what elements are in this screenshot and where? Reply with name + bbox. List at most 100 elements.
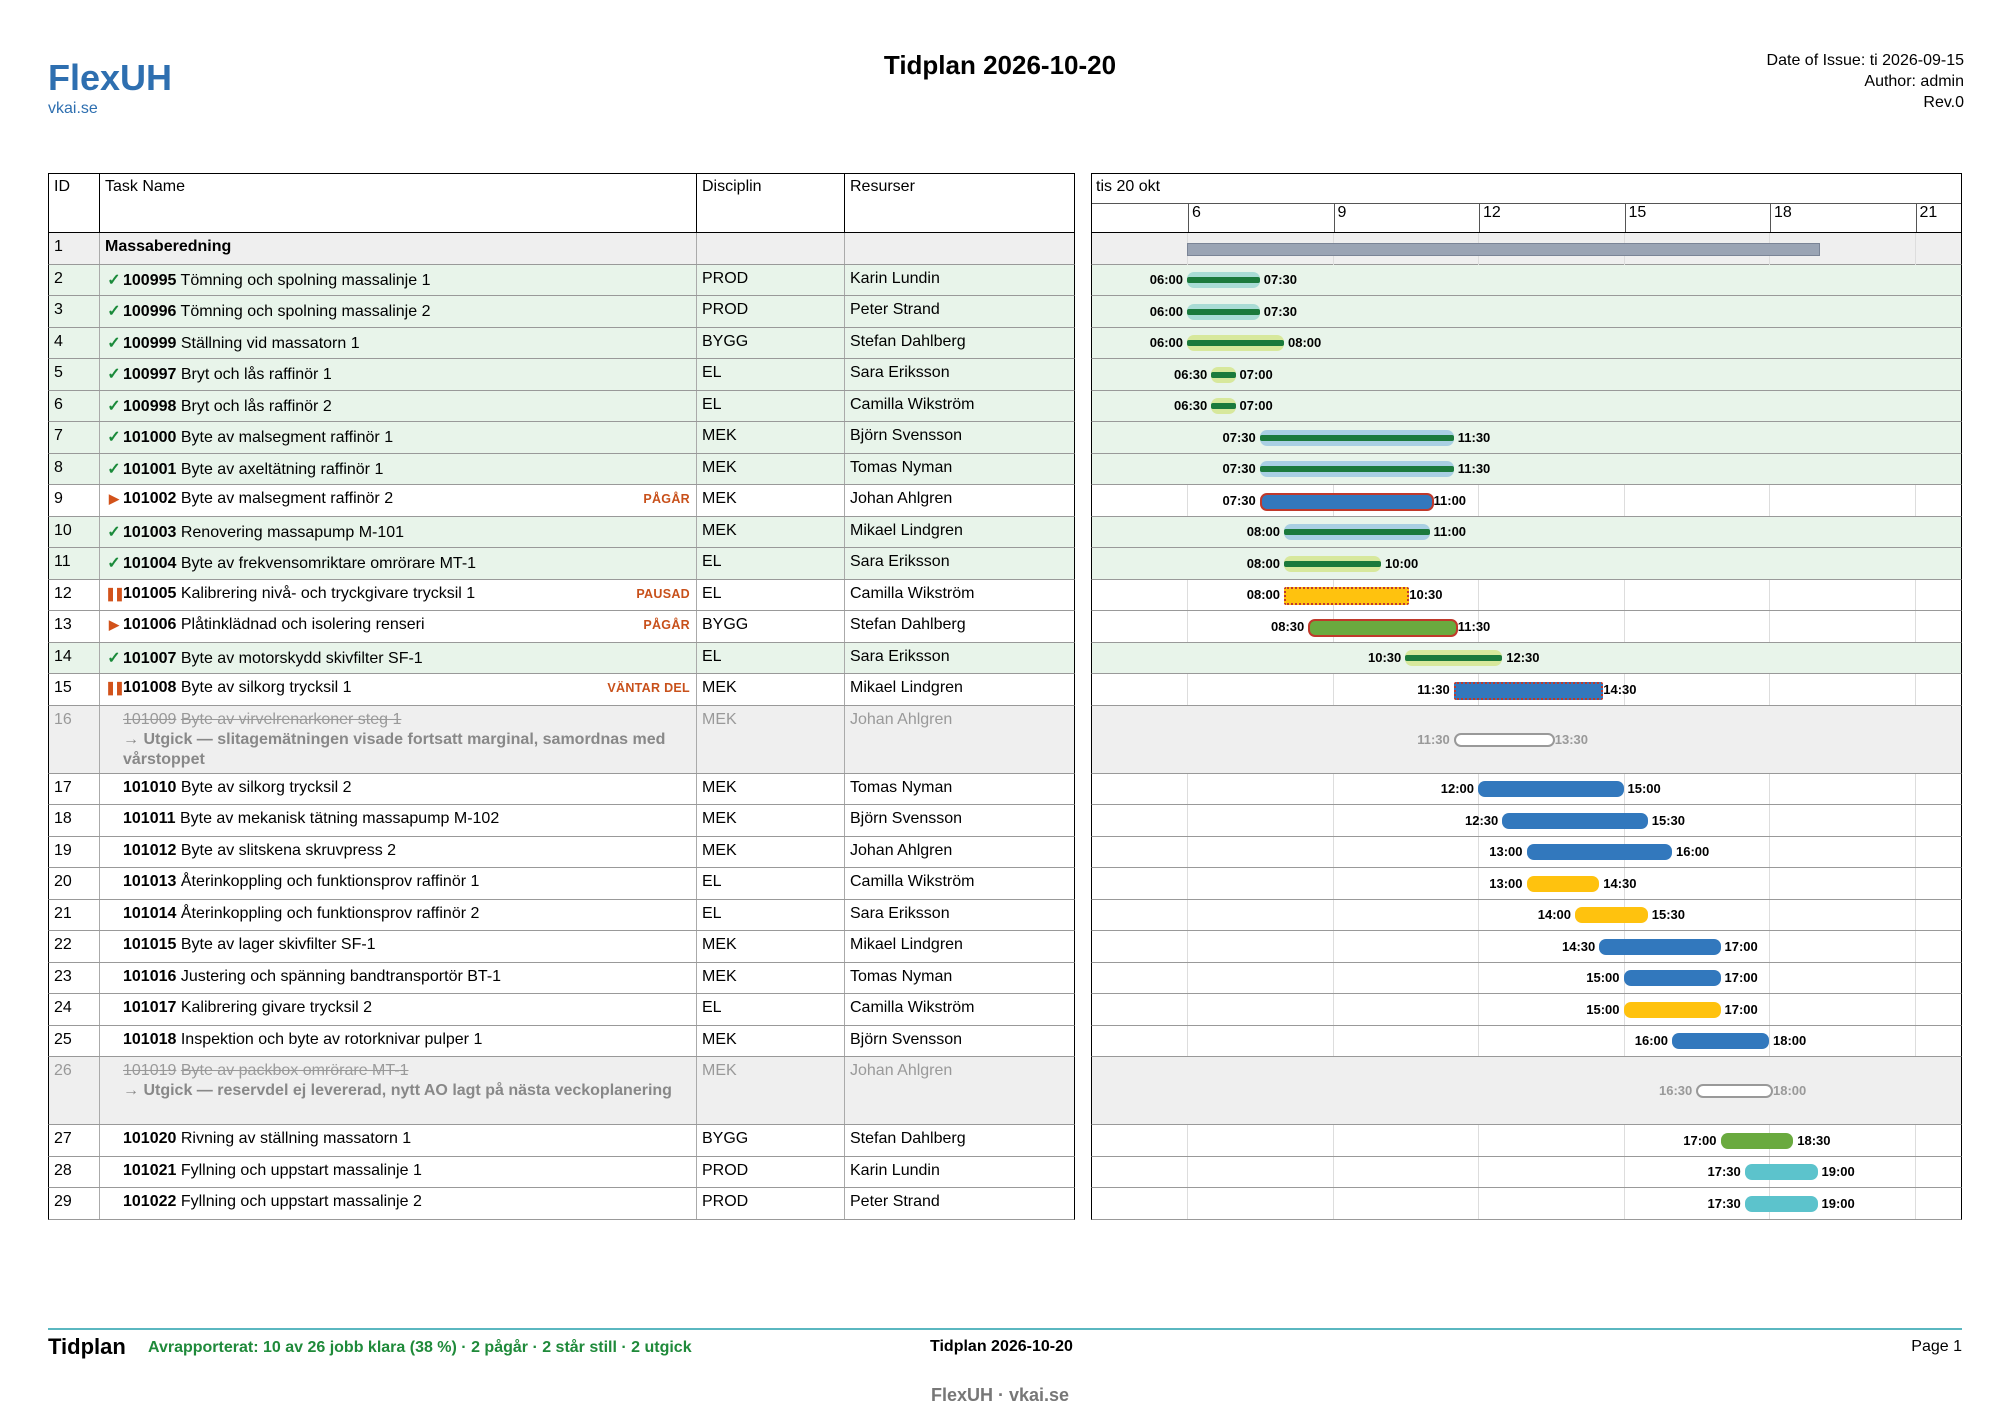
gantt-task-bar[interactable] — [1284, 529, 1430, 536]
gantt-task-bar[interactable] — [1211, 403, 1236, 410]
gantt-task-bar[interactable] — [1453, 681, 1604, 700]
table-row[interactable]: 26 101019 Byte av packbox omrörare MT-1 → … — [48, 1057, 1075, 1125]
gantt-task-bar[interactable] — [1187, 277, 1260, 284]
table-row[interactable]: 14 ✓ 101007 Byte av motorskydd skivfilter … — [48, 642, 1075, 674]
gantt-task-bar[interactable] — [1211, 371, 1236, 378]
column-header-task[interactable]: Task Name — [100, 173, 697, 233]
table-row[interactable]: 9 ▶ 101002 Byte av malsegment raffinör 2 PÅ… — [48, 485, 1075, 517]
gantt-task-bar[interactable] — [1187, 340, 1284, 347]
table-row[interactable]: 7 ✓ 101000 Byte av malsegment raffinör 1 ME… — [48, 422, 1075, 454]
work-order-code[interactable]: 101022 — [123, 1193, 177, 1210]
gantt-task-bar[interactable] — [1526, 844, 1672, 861]
work-order-code[interactable]: 101010 — [123, 778, 177, 796]
table-row[interactable]: 29 101022 Fyllning och uppstart massalinj… — [48, 1188, 1075, 1220]
table-row[interactable]: 16 101009 Byte av virvelrenarkoner steg 1… — [48, 705, 1075, 774]
gantt-task-bar[interactable] — [1696, 1084, 1773, 1098]
table-row[interactable]: 4 ✓ 100999 Ställning vid massatorn 1 BYGG St… — [48, 327, 1075, 359]
table-row[interactable]: 21 101014 Återinkoppling och funktionspro… — [48, 899, 1075, 931]
work-order-code[interactable]: 100997 — [123, 366, 177, 383]
gantt-task-bar[interactable] — [1284, 587, 1410, 606]
table-row[interactable]: 1 Massaberedning — [48, 233, 1075, 265]
discipline-cell: PROD — [697, 264, 845, 295]
work-order-code[interactable]: 101001 — [123, 460, 177, 478]
gantt-task-bar[interactable] — [1478, 781, 1624, 798]
gantt-task-bar[interactable] — [1453, 732, 1555, 747]
gantt-task-bar[interactable] — [1623, 970, 1721, 987]
gantt-task-bar[interactable] — [1502, 812, 1648, 829]
logo-link[interactable]: vkai.se — [48, 100, 98, 117]
gantt-start-label: 15:00 — [1586, 1001, 1620, 1017]
work-order-code[interactable]: 101019 — [123, 1062, 177, 1079]
gantt-task-bar[interactable] — [1720, 1132, 1794, 1149]
work-order-code[interactable]: 101008 — [123, 679, 177, 696]
gantt-task-bar[interactable] — [1599, 938, 1721, 955]
gantt-task-bar[interactable] — [1623, 1001, 1721, 1018]
work-order-code[interactable]: 101015 — [123, 936, 177, 953]
column-header-id[interactable]: ID — [48, 173, 100, 233]
work-order-code[interactable]: 101009 — [123, 710, 177, 728]
table-row[interactable]: 13 ▶ 101006 Plåtinklädnad och isolering re… — [48, 611, 1075, 643]
table-row[interactable]: 27 101020 Rivning av ställning massatorn … — [48, 1125, 1075, 1157]
table-row[interactable]: 24 101017 Kalibrering givare trycksil 2 EL… — [48, 994, 1075, 1026]
gantt-task-bar[interactable] — [1526, 875, 1600, 892]
gantt-task-bar[interactable] — [1744, 1164, 1818, 1181]
gantt-summary-bar[interactable] — [1187, 242, 1820, 256]
work-order-code[interactable]: 101006 — [123, 616, 177, 633]
gantt-task-bar[interactable] — [1259, 492, 1434, 511]
table-row[interactable]: 12 ❚❚101005 Kalibrering nivå- och tryckgi… — [48, 579, 1075, 611]
gantt-task-bar[interactable] — [1575, 907, 1648, 924]
table-row[interactable]: 18 101011 Byte av mekanisk tätning massap… — [48, 805, 1075, 837]
work-order-code[interactable]: 101002 — [123, 490, 177, 507]
gantt-task-bar[interactable] — [1744, 1195, 1818, 1212]
work-order-code[interactable]: 101016 — [123, 967, 177, 985]
work-order-code[interactable]: 101011 — [123, 810, 176, 827]
table-row[interactable]: 11 ✓ 101004 Byte av frekvensomriktare omrö… — [48, 548, 1075, 580]
gantt-task-bar[interactable] — [1405, 655, 1503, 662]
table-row[interactable]: 2 ✓ 100995 Tömning och spolning massalinje… — [48, 264, 1075, 296]
table-row[interactable]: 28 101021 Fyllning och uppstart massalinj… — [48, 1156, 1075, 1188]
table-row[interactable]: 17 101010 Byte av silkorg trycksil 2 MEK To… — [48, 773, 1075, 805]
page-number: Page 1 — [1911, 1338, 1962, 1355]
gantt-task-bar[interactable] — [1308, 618, 1458, 637]
table-row[interactable]: 3 ✓ 100996 Tömning och spolning massalinje… — [48, 296, 1075, 328]
work-order-code[interactable]: 101020 — [123, 1130, 177, 1147]
table-row[interactable]: 22 101015 Byte av lager skivfilter SF-1 ME… — [48, 931, 1075, 963]
work-order-code[interactable]: 100996 — [123, 303, 177, 320]
work-order-code[interactable]: 101012 — [123, 841, 177, 859]
gantt-task-bar[interactable] — [1284, 560, 1381, 567]
gantt-task-bar[interactable] — [1187, 308, 1260, 315]
table-row[interactable]: 10 ✓ 101003 Renovering massapump M-101 MEK M… — [48, 516, 1075, 548]
work-order-code[interactable]: 101013 — [123, 873, 177, 890]
work-order-code[interactable]: 100998 — [123, 397, 177, 415]
work-order-code[interactable]: 101021 — [123, 1161, 177, 1179]
status-badge: PÅGÅR — [643, 618, 690, 632]
gantt-end-label: 14:30 — [1603, 875, 1637, 891]
table-row[interactable]: 6 ✓ 100998 Bryt och lås raffinör 2 EL Camill… — [48, 390, 1075, 422]
gantt-end-label: 11:00 — [1433, 492, 1467, 508]
table-row[interactable]: 15 ❚❚101008 Byte av silkorg trycksil 1 VÄN… — [48, 674, 1075, 706]
work-order-code[interactable]: 101017 — [123, 999, 177, 1016]
gantt-start-label: 17:30 — [1707, 1195, 1741, 1211]
work-order-code[interactable]: 101014 — [123, 904, 177, 922]
gantt-task-bar[interactable] — [1259, 434, 1454, 441]
column-header-resurser[interactable]: Resurser — [845, 173, 1075, 233]
table-row[interactable]: 25 101018 Inspektion och byte av rotorkni… — [48, 1025, 1075, 1057]
table-row[interactable]: 5 ✓ 100997 Bryt och lås raffinör 1 EL Sara E… — [48, 359, 1075, 391]
work-order-code[interactable]: 101005 — [123, 584, 177, 602]
work-order-code[interactable]: 101003 — [123, 523, 177, 541]
table-row[interactable]: 20 101013 Återinkoppling och funktionspro… — [48, 868, 1075, 900]
gantt-row — [1091, 1188, 1962, 1220]
table-row[interactable]: 23 101016 Justering och spänning bandtran… — [48, 962, 1075, 994]
discipline-cell: PROD — [697, 296, 845, 327]
gantt-task-bar[interactable] — [1259, 466, 1454, 473]
column-header-disciplin[interactable]: Disciplin — [697, 173, 845, 233]
gantt-task-bar[interactable] — [1672, 1033, 1769, 1050]
work-order-code[interactable]: 100999 — [123, 334, 177, 352]
work-order-code[interactable]: 101004 — [123, 555, 177, 572]
work-order-code[interactable]: 100995 — [123, 271, 177, 289]
work-order-code[interactable]: 101000 — [123, 429, 177, 446]
work-order-code[interactable]: 101018 — [123, 1030, 177, 1048]
work-order-code[interactable]: 101007 — [123, 649, 177, 667]
